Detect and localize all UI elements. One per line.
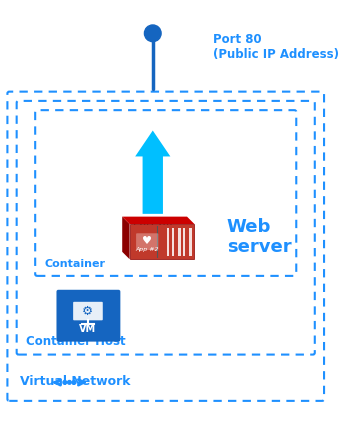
FancyBboxPatch shape xyxy=(136,233,158,250)
Text: ♥: ♥ xyxy=(142,236,152,245)
Text: Container: Container xyxy=(44,259,106,269)
Text: Web
server: Web server xyxy=(227,218,291,257)
Circle shape xyxy=(72,380,76,384)
Bar xyxy=(172,228,174,256)
Circle shape xyxy=(63,380,67,384)
Polygon shape xyxy=(122,217,130,259)
Text: Virtual Network: Virtual Network xyxy=(20,375,131,388)
FancyBboxPatch shape xyxy=(57,290,120,342)
Circle shape xyxy=(144,25,161,42)
FancyBboxPatch shape xyxy=(73,302,103,320)
FancyArrow shape xyxy=(135,131,170,214)
Text: ⚙: ⚙ xyxy=(82,304,93,318)
Text: App #2: App #2 xyxy=(135,246,159,251)
Polygon shape xyxy=(122,217,194,224)
Text: Port 80: Port 80 xyxy=(133,218,173,229)
Circle shape xyxy=(68,380,71,384)
Text: Port 80
(Public IP Address): Port 80 (Public IP Address) xyxy=(213,33,339,61)
FancyBboxPatch shape xyxy=(130,224,194,259)
Text: VM: VM xyxy=(79,324,97,334)
Text: Container Host: Container Host xyxy=(26,335,126,348)
Bar xyxy=(167,228,169,256)
Bar xyxy=(183,228,185,256)
Bar xyxy=(178,228,180,256)
Bar xyxy=(189,228,192,256)
